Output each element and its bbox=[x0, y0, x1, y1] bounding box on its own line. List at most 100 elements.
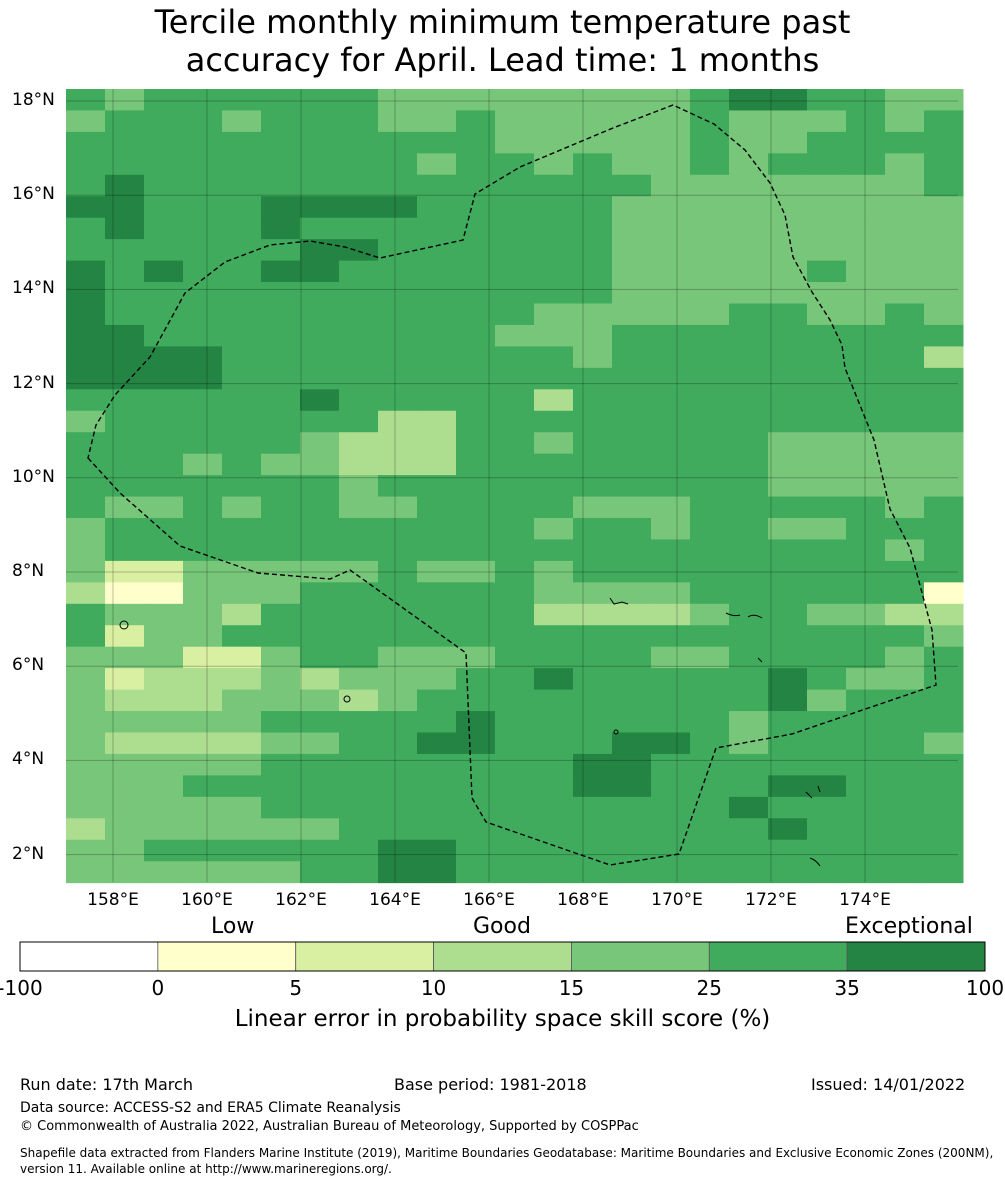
heatmap-cell bbox=[417, 625, 457, 648]
heatmap-cell bbox=[339, 711, 379, 733]
heatmap-cell bbox=[144, 410, 184, 433]
heatmap-cell bbox=[651, 753, 691, 776]
heatmap-cell bbox=[456, 689, 496, 712]
heatmap-cell bbox=[690, 389, 730, 412]
heatmap-cell bbox=[417, 796, 457, 819]
heatmap-cell bbox=[456, 260, 496, 283]
heatmap-cell bbox=[846, 732, 886, 755]
heatmap-cell bbox=[807, 260, 847, 283]
heatmap-cell bbox=[495, 410, 535, 433]
colorbar-swatch bbox=[571, 941, 710, 972]
heatmap-cell bbox=[924, 603, 964, 626]
heatmap-cell bbox=[768, 110, 808, 133]
heatmap-cell bbox=[339, 324, 379, 347]
heatmap-cell bbox=[105, 239, 145, 262]
heatmap-cell bbox=[729, 303, 769, 326]
heatmap-cell bbox=[105, 625, 145, 648]
heatmap-cell bbox=[378, 324, 418, 347]
heatmap-cell bbox=[105, 153, 145, 176]
heatmap-cell bbox=[66, 539, 106, 562]
heatmap-cell bbox=[612, 174, 652, 197]
heatmap-cell bbox=[768, 539, 808, 562]
heatmap-cell bbox=[261, 668, 301, 691]
heatmap-cell bbox=[924, 646, 964, 669]
heatmap-cell bbox=[261, 453, 301, 476]
heatmap-cell bbox=[768, 775, 808, 798]
heatmap-cell bbox=[924, 174, 964, 197]
heatmap-cell bbox=[222, 775, 262, 798]
heatmap-cell bbox=[144, 239, 184, 262]
heatmap-cell bbox=[924, 711, 964, 733]
heatmap-cell bbox=[144, 453, 184, 476]
heatmap-cell bbox=[222, 217, 262, 240]
heatmap-cell bbox=[612, 861, 652, 884]
heatmap-cell bbox=[807, 818, 847, 841]
heatmap-cell bbox=[183, 131, 223, 154]
heatmap-cell bbox=[300, 775, 340, 798]
heatmap-cell bbox=[612, 475, 652, 498]
heatmap-cell bbox=[612, 346, 652, 369]
heatmap-cell bbox=[846, 582, 886, 605]
heatmap-cell bbox=[300, 475, 340, 498]
heatmap-cell bbox=[105, 89, 145, 111]
heatmap-cell bbox=[105, 603, 145, 626]
heatmap-cell bbox=[885, 539, 925, 562]
heatmap-cell bbox=[222, 732, 262, 755]
heatmap-cell bbox=[339, 689, 379, 712]
heatmap-cell bbox=[729, 324, 769, 347]
heatmap-cell bbox=[807, 239, 847, 262]
heatmap-cell bbox=[729, 282, 769, 304]
heatmap-cell bbox=[456, 711, 496, 733]
heatmap-cell bbox=[807, 711, 847, 733]
lon-tick-label: 158°E bbox=[87, 890, 139, 910]
heatmap-cell bbox=[846, 775, 886, 798]
heatmap-cell bbox=[261, 796, 301, 819]
copyright-notice: © Commonwealth of Australia 2022, Austra… bbox=[20, 1119, 639, 1134]
heatmap-cell bbox=[612, 582, 652, 605]
heatmap-cell bbox=[846, 324, 886, 347]
heatmap-cell bbox=[612, 796, 652, 819]
lat-tick-label: 12°N bbox=[12, 372, 55, 393]
heatmap-cell bbox=[183, 153, 223, 176]
heatmap-cell bbox=[534, 796, 574, 819]
heatmap-cell bbox=[495, 668, 535, 691]
heatmap-cell bbox=[378, 389, 418, 412]
heatmap-cell bbox=[612, 217, 652, 240]
heatmap-cell bbox=[183, 839, 223, 862]
heatmap-cell bbox=[729, 389, 769, 412]
shapefile-credit-line-2: version 11. Available online at http://w… bbox=[20, 1162, 392, 1176]
heatmap-cell bbox=[144, 496, 184, 519]
colorbar-tick-label: 10 bbox=[420, 976, 447, 1000]
heatmap-cell bbox=[456, 775, 496, 798]
heatmap-cell bbox=[885, 174, 925, 197]
heatmap-cell bbox=[573, 196, 613, 219]
heatmap-cell bbox=[495, 153, 535, 176]
heatmap-cell bbox=[924, 796, 964, 819]
heatmap-cell bbox=[417, 367, 457, 390]
heatmap-cell bbox=[339, 775, 379, 798]
heatmap-cell bbox=[729, 131, 769, 154]
heatmap-cell bbox=[573, 346, 613, 369]
heatmap-cell bbox=[573, 625, 613, 648]
heatmap-cell bbox=[66, 174, 106, 197]
heatmap-cell bbox=[183, 861, 223, 884]
heatmap-cell bbox=[807, 410, 847, 433]
heatmap-cell bbox=[105, 131, 145, 154]
issued-date: Issued: 14/01/2022 bbox=[811, 1075, 966, 1094]
heatmap-cell bbox=[183, 796, 223, 819]
heatmap-cell bbox=[417, 518, 457, 540]
lat-tick-label: 14°N bbox=[12, 278, 55, 299]
heatmap-cell bbox=[378, 260, 418, 283]
heatmap-cell bbox=[573, 174, 613, 197]
heatmap-cell bbox=[66, 453, 106, 476]
heatmap-cell bbox=[105, 646, 145, 669]
heatmap-cell bbox=[573, 732, 613, 755]
heatmap-cell bbox=[222, 818, 262, 841]
heatmap-cell bbox=[807, 603, 847, 626]
heatmap-cell bbox=[144, 174, 184, 197]
heatmap-cell bbox=[456, 153, 496, 176]
heatmap-cell bbox=[807, 668, 847, 691]
heatmap-cell bbox=[729, 839, 769, 862]
heatmap-cell bbox=[807, 324, 847, 347]
heatmap-cell bbox=[573, 453, 613, 476]
